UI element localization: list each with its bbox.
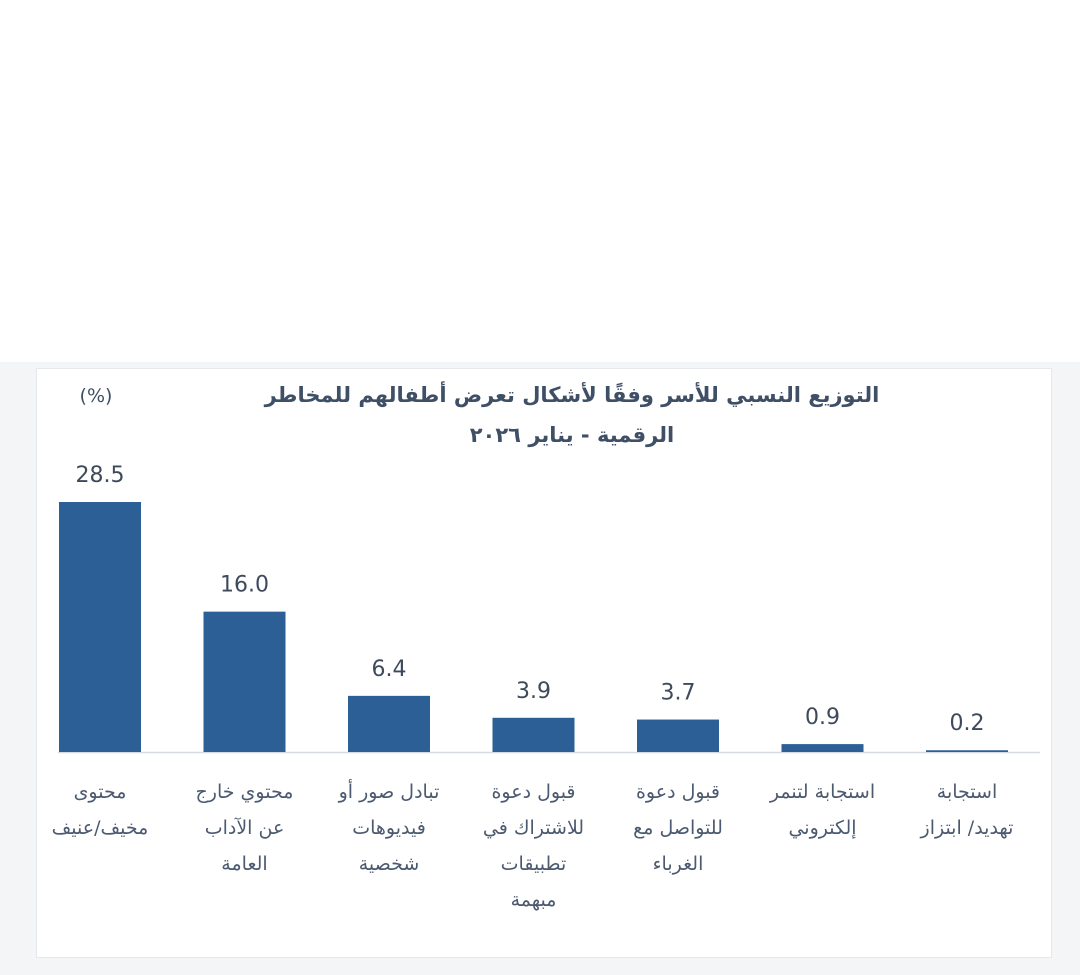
category-label: استجابة (937, 781, 997, 803)
unit-label: (%) (80, 385, 113, 407)
data-label: 0.2 (950, 711, 985, 736)
bar (348, 695, 430, 752)
category-label: عن الآداب (205, 817, 285, 839)
category-label: قبول دعوة (491, 781, 575, 803)
category-label: مخيف/عنيف (52, 817, 149, 839)
bar (492, 717, 575, 752)
data-label: 6.4 (372, 657, 407, 682)
bar (637, 719, 719, 752)
data-label: 16.0 (220, 573, 269, 598)
category-label: الغرباء (653, 853, 704, 875)
category-label: فيديوهات (352, 817, 426, 839)
category-label: تبادل صور أو (338, 779, 440, 803)
category-label: تهديد/ ابتزاز (920, 817, 1014, 839)
data-label: 28.5 (76, 463, 125, 488)
category-label: للاشتراك في (483, 817, 584, 839)
category-label: شخصية (359, 853, 420, 875)
bar (781, 744, 864, 752)
chart-title: التوزيع النسبي للأسر وفقًا لأشكال تعرض أ… (264, 380, 880, 407)
category-label: العامة (221, 853, 267, 875)
data-label: 0.9 (805, 705, 840, 730)
category-label: للتواصل مع (633, 817, 723, 839)
bar (203, 611, 286, 752)
data-label: 3.7 (661, 681, 696, 706)
bar (59, 502, 141, 752)
category-label: قبول دعوة (636, 781, 720, 803)
bar (926, 750, 1008, 752)
category-label: إلكتروني (788, 817, 856, 840)
category-label: استجابة لتنمر (769, 781, 875, 803)
data-label: 3.9 (516, 679, 551, 704)
chart-subtitle: الرقمية - يناير ٢٠٢٦ (470, 423, 675, 447)
category-label: محتوى (74, 781, 127, 803)
category-label: مبهمة (511, 889, 557, 911)
category-label: محتوي خارج (196, 781, 294, 803)
category-label: تطبيقات (501, 853, 567, 875)
